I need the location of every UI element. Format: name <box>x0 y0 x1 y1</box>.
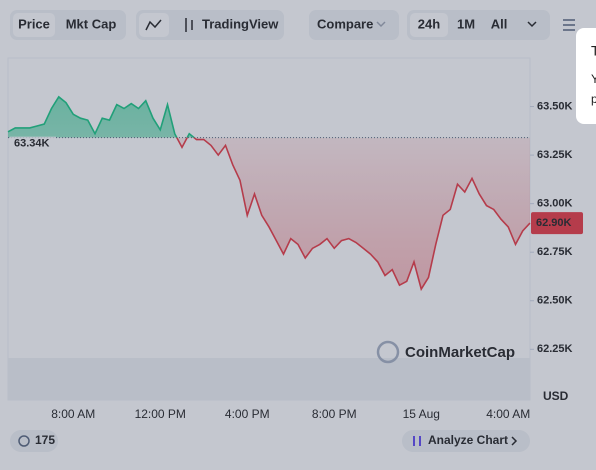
reference-label-bg <box>10 136 56 151</box>
y-tick-label: 63.50K <box>537 100 573 112</box>
range-active <box>410 13 448 37</box>
chevron <box>511 436 518 446</box>
history-count: 175 <box>35 433 55 447</box>
tab-active <box>13 13 55 37</box>
popup-text: Y <box>591 72 596 86</box>
price-line <box>175 137 531 292</box>
axis-unit: USD <box>543 389 569 403</box>
range[interactable]: All <box>491 16 508 31</box>
compare-button[interactable] <box>309 10 399 40</box>
y-tick-label: 62.25K <box>537 343 573 355</box>
x-tick-label: 15 Aug <box>403 407 440 421</box>
area-down <box>176 137 530 290</box>
history-icon <box>18 435 30 447</box>
analyze-icon <box>413 436 421 446</box>
volume-area <box>8 358 530 400</box>
y-tick-label: 62.75K <box>537 246 573 258</box>
x-tick-label: 8:00 AM <box>51 407 95 421</box>
x-tick-label: 8:00 PM <box>312 407 357 421</box>
compare-label: Compare <box>317 16 373 31</box>
range[interactable]: 24h <box>418 16 440 31</box>
analyze-label: Analyze Chart <box>428 433 508 447</box>
reference-label: 63.34K <box>14 138 50 150</box>
range[interactable]: 1M <box>457 16 475 31</box>
history-button[interactable] <box>10 430 58 452</box>
x-tick-label: 12:00 PM <box>135 407 186 421</box>
y-tick-label: 63.25K <box>537 149 573 161</box>
tradingview-button[interactable]: TradingView <box>202 16 279 31</box>
settings-icon[interactable] <box>563 19 575 31</box>
last-price-label: 62.90K <box>536 217 572 229</box>
line-icon <box>145 19 162 31</box>
last-price-badge <box>531 212 583 235</box>
y-tick-label: 62.50K <box>537 295 573 307</box>
tab[interactable]: Price <box>18 16 50 31</box>
popup-text: p <box>591 92 596 106</box>
watermark-logo <box>376 340 400 364</box>
popup-text: T <box>591 43 596 59</box>
popup <box>576 28 596 124</box>
plot-area <box>7 57 531 401</box>
x-tick-label: 4:00 PM <box>225 407 270 421</box>
price-line <box>7 95 196 138</box>
plot: 62.25K 62.50K 62.75K 63.00K 63.25K 63.50K 8:00… <box>7 95 583 421</box>
area-up <box>8 96 530 138</box>
range-chevron[interactable] <box>527 21 537 28</box>
chevron <box>376 21 386 28</box>
watermark: CoinMarketCap <box>405 344 515 361</box>
candle-icon <box>185 18 193 32</box>
tab[interactable]: Mkt Cap <box>66 16 117 31</box>
x-tick-label: 4:00 AM <box>486 407 530 421</box>
chart-type-group <box>136 10 284 40</box>
analyze-button[interactable] <box>402 430 530 452</box>
y-tick-label: 63.00K <box>537 198 573 210</box>
